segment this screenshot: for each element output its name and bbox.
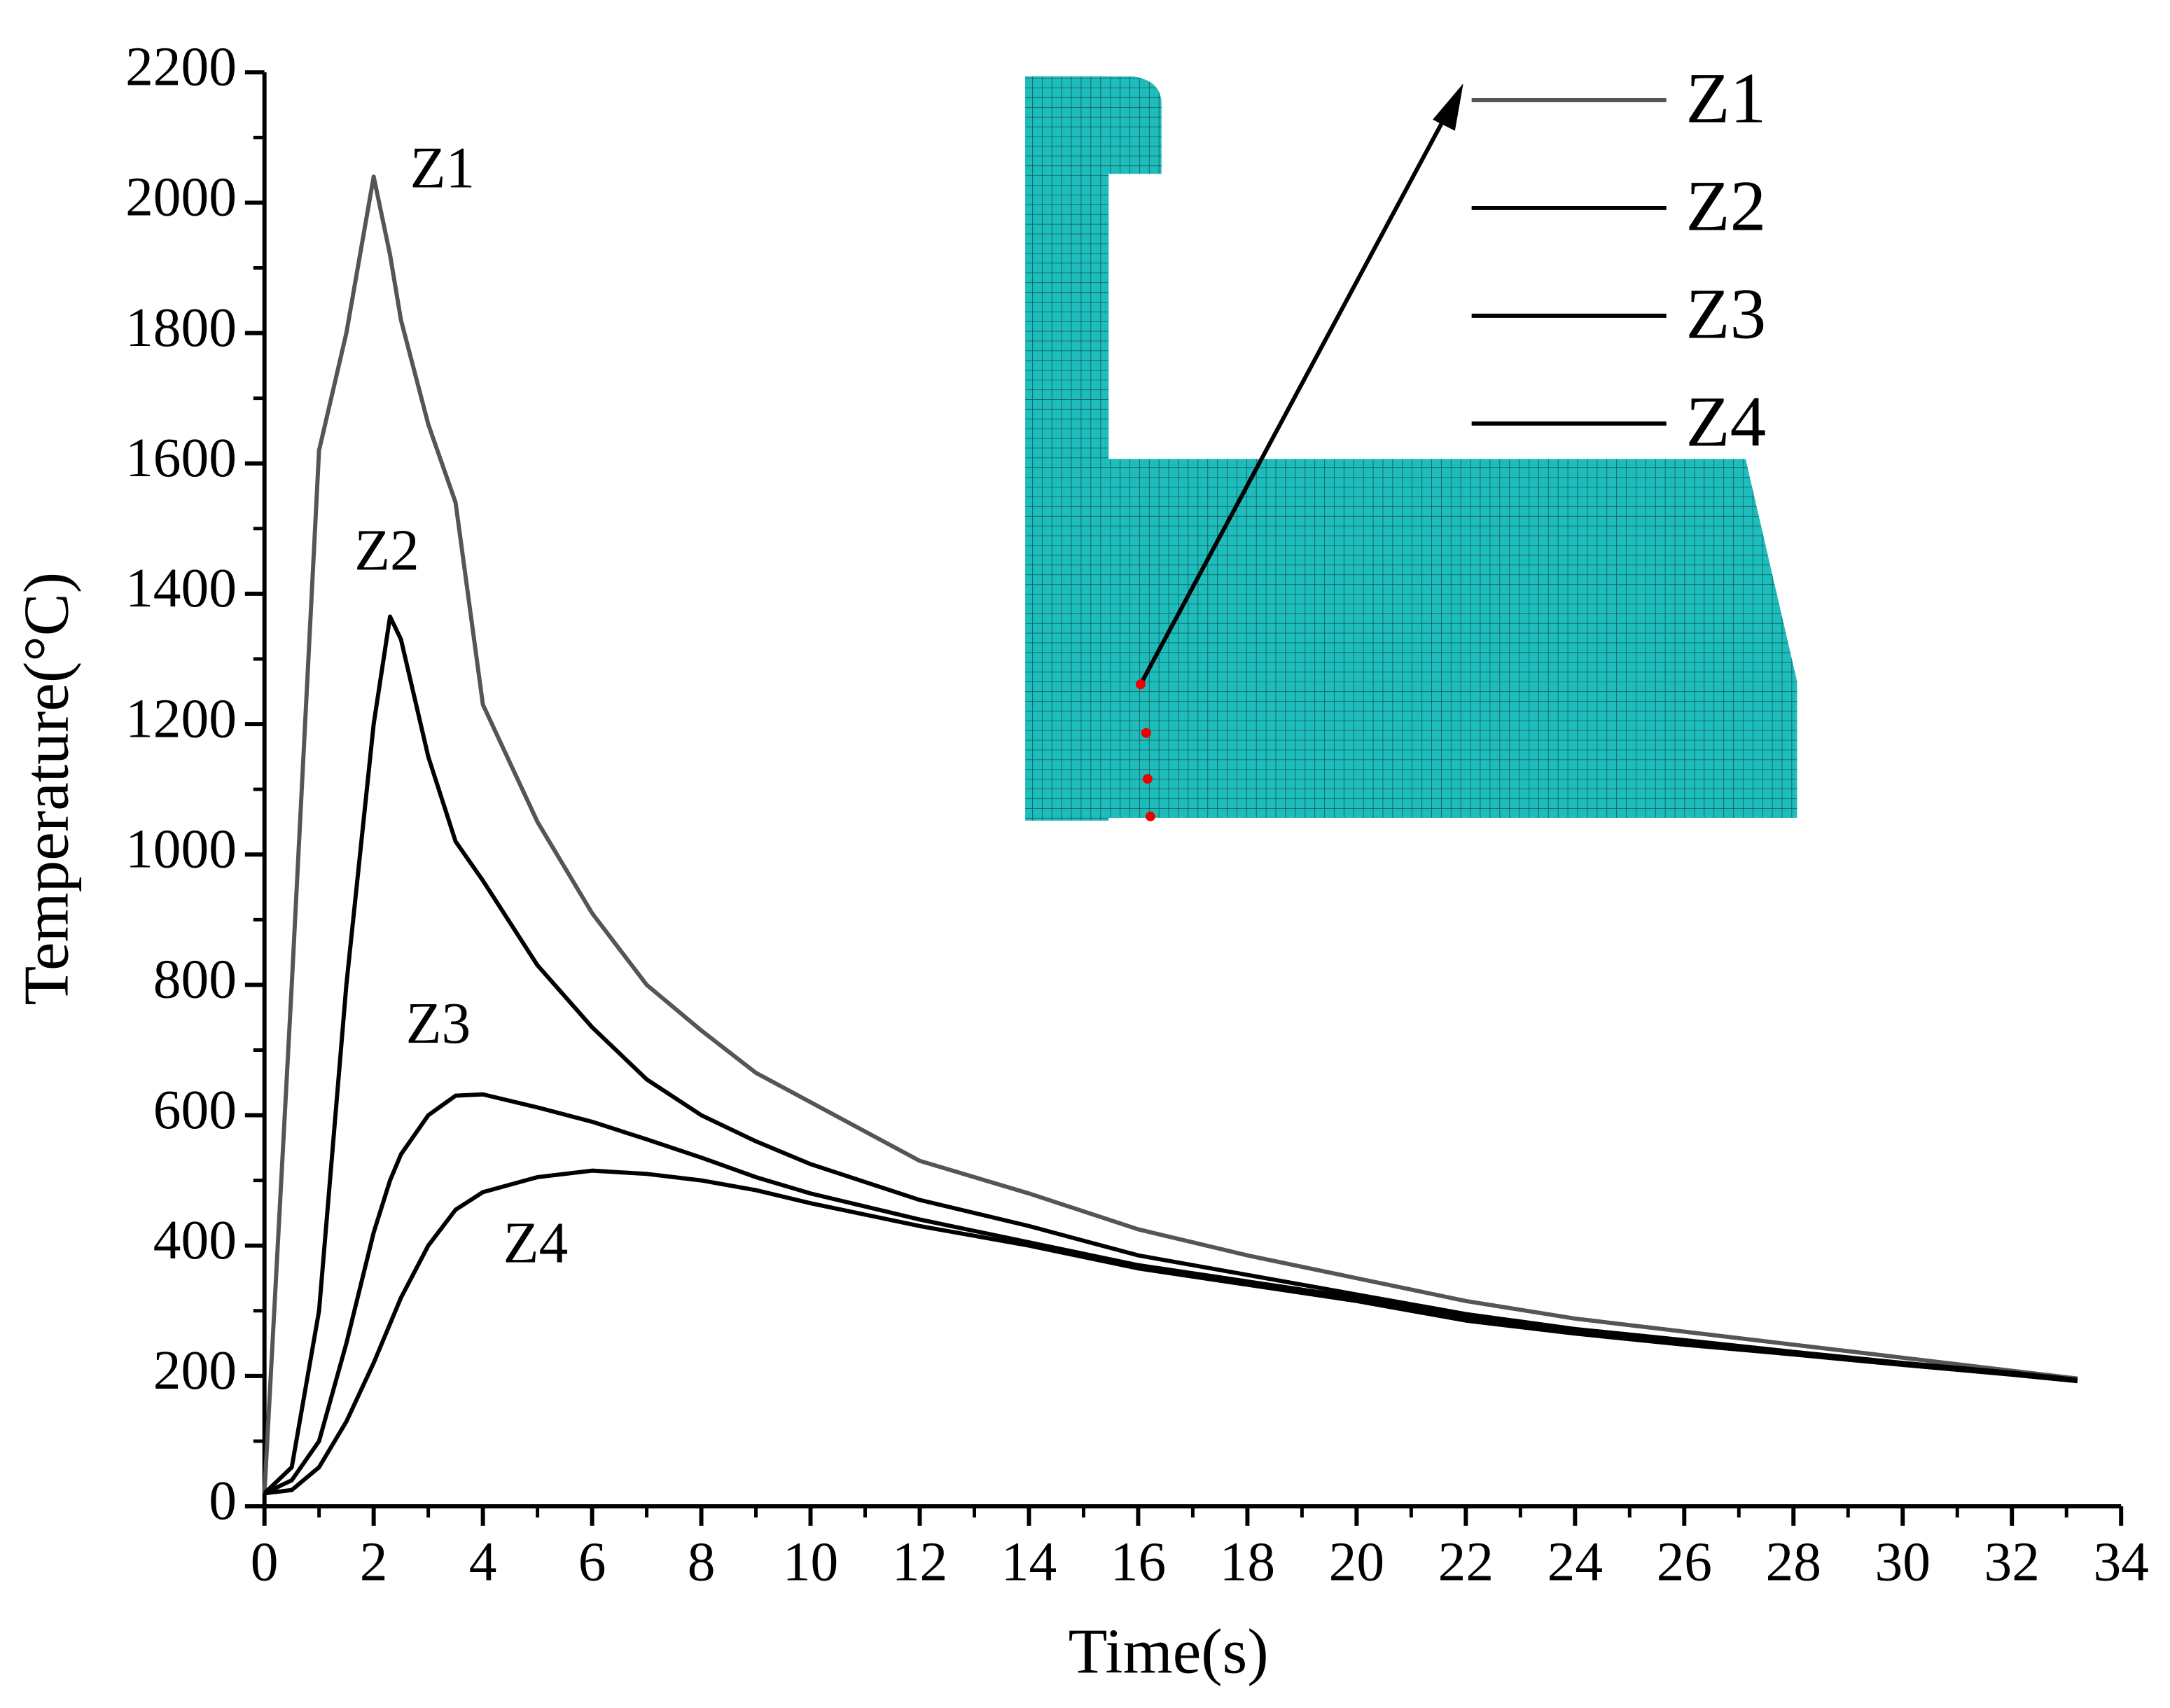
x-tick-label: 2 <box>360 1532 388 1593</box>
flange-cap <box>1025 76 1162 174</box>
arrow-head <box>1433 83 1463 131</box>
y-tick-label: 800 <box>153 949 237 1011</box>
y-tick-label: 2000 <box>125 167 237 228</box>
y-tick-label: 200 <box>153 1340 237 1401</box>
legend-label: Z3 <box>1686 275 1767 354</box>
inset-mesh <box>1025 76 1797 821</box>
x-tick-label: 12 <box>892 1532 947 1593</box>
plate-top <box>1036 459 1797 682</box>
x-tick-label: 0 <box>251 1532 279 1593</box>
plate-front <box>1036 681 1797 818</box>
series-annotation: Z1 <box>410 136 475 200</box>
series-annotation: Z4 <box>503 1211 569 1276</box>
y-tick-label: 2200 <box>125 36 237 98</box>
y-tick-label: 1000 <box>125 818 237 880</box>
legend-label: Z1 <box>1686 59 1767 139</box>
series-annotation: Z2 <box>354 519 419 583</box>
legend-label: Z4 <box>1686 382 1767 461</box>
probe-point <box>1142 774 1153 784</box>
y-tick-label: 1800 <box>125 297 237 359</box>
y-tick-label: 0 <box>209 1470 237 1532</box>
x-tick-label: 28 <box>1766 1532 1821 1593</box>
x-tick-label: 8 <box>688 1532 716 1593</box>
probe-point <box>1135 679 1146 690</box>
x-tick-label: 24 <box>1547 1532 1603 1593</box>
probe-point <box>1141 728 1151 738</box>
arrow <box>1139 113 1449 686</box>
x-tick-label: 32 <box>1984 1532 2039 1593</box>
x-tick-label: 16 <box>1111 1532 1166 1593</box>
x-axis-label: Time(s) <box>1069 1616 1269 1686</box>
legend-label: Z2 <box>1686 167 1767 247</box>
line <box>263 1092 2078 1496</box>
y-tick-label: 1600 <box>125 427 237 489</box>
x-tick-label: 34 <box>2093 1532 2148 1593</box>
y-tick-label: 1200 <box>125 688 237 749</box>
x-tick-label: 14 <box>1001 1532 1057 1593</box>
probe-point <box>1145 811 1155 821</box>
y-tick-label: 1400 <box>125 557 237 619</box>
x-tick-label: 18 <box>1220 1532 1275 1593</box>
line <box>262 174 2078 1494</box>
series-annotation: Z3 <box>406 992 471 1056</box>
x-tick-label: 4 <box>469 1532 497 1593</box>
line <box>264 1168 2078 1496</box>
x-tick-label: 26 <box>1657 1532 1712 1593</box>
x-tick-label: 20 <box>1329 1532 1384 1593</box>
y-tick-label: 400 <box>153 1209 237 1271</box>
y-axis-label: Temperature(°C) <box>11 572 82 1006</box>
y-tick-label: 600 <box>153 1079 237 1141</box>
line <box>263 614 2078 1495</box>
x-tick-label: 22 <box>1438 1532 1494 1593</box>
x-tick-label: 6 <box>578 1532 606 1593</box>
x-tick-label: 10 <box>783 1532 838 1593</box>
x-tick-label: 30 <box>1875 1532 1931 1593</box>
